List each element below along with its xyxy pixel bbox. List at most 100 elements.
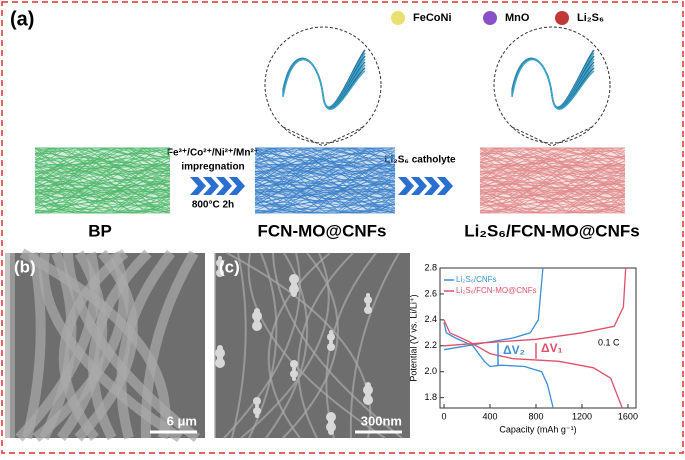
x-tick-label: 1200 (572, 411, 592, 421)
sem-texture (226, 252, 372, 439)
fiber (479, 163, 626, 177)
sample-label: BP (88, 221, 112, 240)
y-tick-label: 2.4 (424, 314, 437, 324)
fiber (479, 174, 626, 183)
sem-particle (329, 340, 333, 344)
fiber (34, 147, 171, 170)
sem-particle (215, 358, 225, 368)
sem-particle (252, 321, 262, 331)
fiber (254, 147, 395, 160)
sem-texture (267, 252, 331, 439)
scale-bar-label: 6 μm (167, 413, 197, 428)
series-line (443, 267, 554, 409)
annotation: 0.1 C (598, 337, 620, 347)
fiber (479, 157, 626, 191)
sem-particle (364, 306, 372, 314)
y-tick-label: 2.0 (424, 366, 437, 376)
fiber (254, 197, 396, 214)
fiber (479, 179, 626, 187)
sem-particle (328, 429, 334, 435)
fiber (34, 179, 171, 204)
fiber (254, 179, 396, 204)
fiber (34, 179, 171, 187)
fiber (479, 147, 625, 160)
fiber (479, 197, 626, 214)
series-line (443, 267, 627, 409)
sem-particle (327, 333, 335, 341)
sem-texture (32, 250, 129, 442)
fiber (34, 197, 171, 214)
annotation: ΔV₁ (541, 341, 563, 355)
zoom-circle (493, 26, 611, 144)
legend-dot (483, 11, 497, 25)
arrow (190, 177, 206, 195)
zoom-line (511, 126, 553, 147)
sample-label: FCN-MO@CNFs (258, 221, 387, 240)
annotation: ΔV₂ (503, 343, 525, 357)
arrow (216, 177, 232, 195)
fiber (254, 157, 396, 191)
fiber (34, 174, 171, 183)
sem-image (215, 253, 410, 438)
sem-particle (329, 330, 333, 334)
fiber (254, 196, 396, 206)
sem-texture (63, 252, 201, 442)
sem-texture (116, 249, 175, 440)
sem-particle (289, 284, 299, 294)
zoom-line (322, 126, 364, 147)
sem-texture (272, 252, 403, 439)
fiber (479, 169, 626, 198)
sem-particle (216, 259, 224, 267)
sem-particle (363, 395, 373, 405)
sem-particle (255, 414, 259, 418)
fiber (479, 179, 626, 204)
sem-texture (231, 252, 247, 439)
sem-particle (292, 377, 296, 381)
sem-particle (252, 311, 262, 321)
sem-particle (326, 422, 336, 432)
sem-texture (240, 252, 330, 439)
fiber (34, 197, 171, 214)
sem-texture (223, 252, 301, 439)
fiber (254, 148, 396, 160)
sem-particle (289, 274, 299, 284)
fiber (479, 186, 626, 200)
fiber (479, 153, 626, 180)
step-text: Li₂S₆ catholyte (384, 155, 456, 166)
arrow (411, 177, 427, 195)
fiber (254, 149, 396, 169)
sem-particle (366, 303, 370, 307)
fiber (480, 189, 626, 193)
fiber (34, 147, 170, 160)
fiber (479, 149, 626, 169)
fiber (34, 194, 171, 204)
fiber (254, 147, 396, 170)
fiber (254, 186, 396, 200)
y-tick-label: 2.6 (424, 288, 437, 298)
sem-texture (15, 251, 100, 442)
arrow (398, 177, 414, 195)
fiber-bundle (511, 58, 595, 110)
sem-particle (364, 296, 372, 304)
panel-label: (b) (14, 257, 36, 276)
legend-dot (391, 11, 405, 25)
arrow (437, 177, 453, 195)
legend-text: FeCoNi (413, 12, 452, 24)
x-tick-label: 800 (528, 411, 543, 421)
fiber (34, 157, 171, 191)
legend-dot (555, 11, 569, 25)
scale-bar-label: 300nm (361, 413, 402, 428)
y-tick-label: 2.2 (424, 340, 437, 350)
sem-particle (290, 360, 298, 368)
step-text: 800°C 2h (192, 200, 234, 211)
step-text: impregnation (181, 162, 244, 173)
fiber (35, 189, 171, 193)
sem-particle (253, 407, 261, 415)
sem-particle (218, 266, 222, 270)
fiber (34, 153, 171, 180)
fiber (34, 196, 171, 206)
legend-label: Li₂S₆/FCN-MO@CNFs (456, 286, 537, 295)
sem-particle (218, 256, 222, 260)
